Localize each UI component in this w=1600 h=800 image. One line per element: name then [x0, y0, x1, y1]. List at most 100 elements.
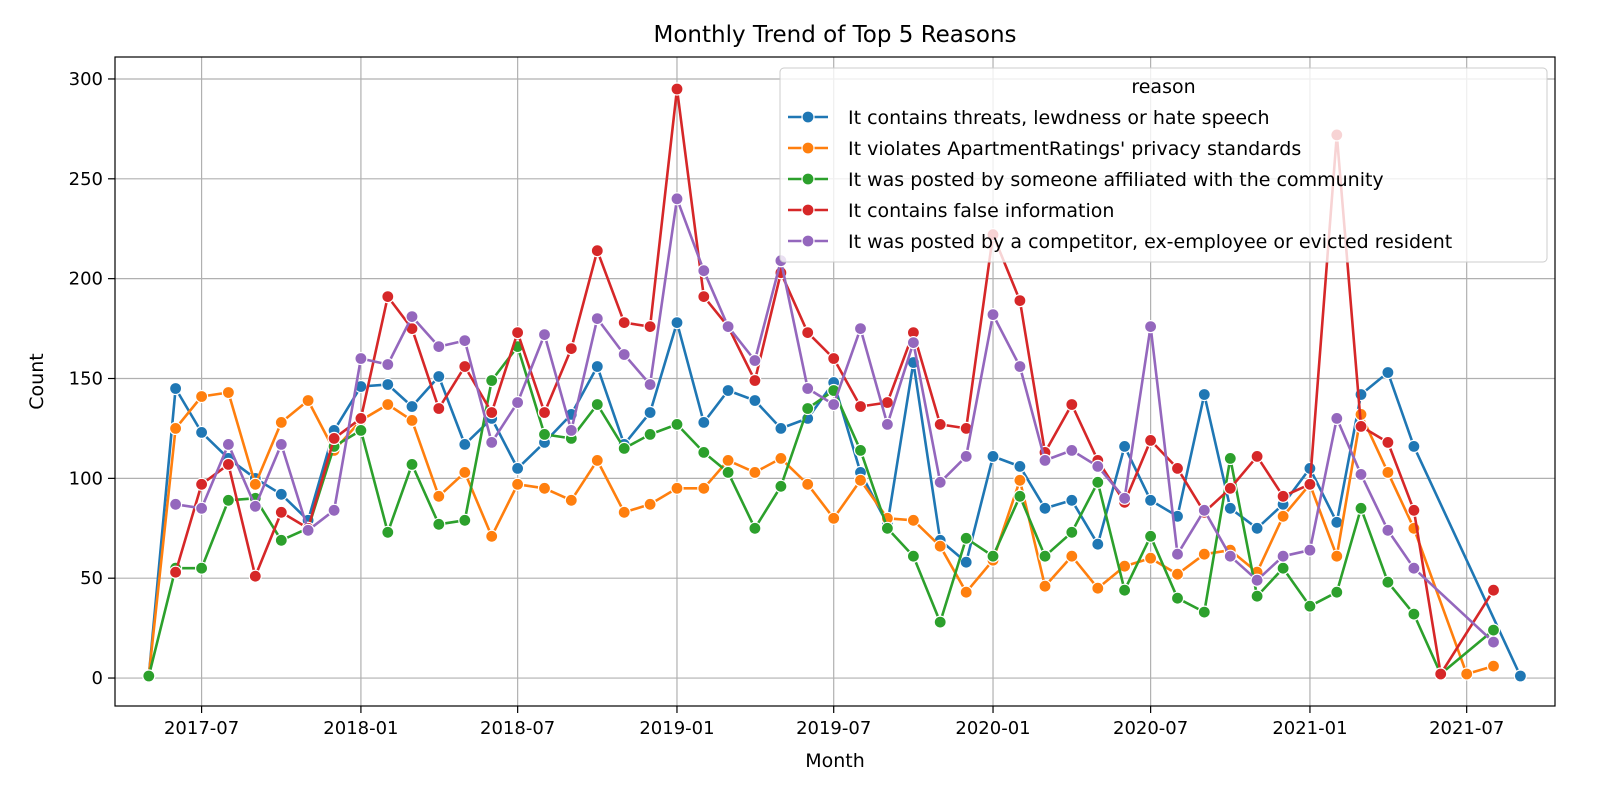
- data-point: [1065, 549, 1079, 563]
- series-line: [174, 87, 1495, 676]
- data-point: [1223, 501, 1237, 515]
- data-point: [405, 310, 419, 324]
- data-point: [1486, 659, 1501, 673]
- data-point: [1091, 475, 1105, 489]
- legend-label: It was posted by someone affiliated with…: [848, 169, 1384, 191]
- data-point: [801, 401, 815, 416]
- data-point: [1407, 561, 1421, 575]
- data-point: [1381, 523, 1395, 537]
- data-point: [933, 475, 947, 489]
- data-point: [1407, 439, 1421, 453]
- data-point: [1407, 607, 1421, 621]
- plot-frame: [114, 56, 1556, 707]
- data-point: [853, 399, 868, 414]
- data-point: [670, 316, 684, 330]
- data-point: [1065, 493, 1079, 507]
- x-tick-label: 2019-07: [796, 718, 871, 739]
- data-point: [221, 437, 235, 451]
- legend-marker: [801, 141, 815, 155]
- data-point: [458, 513, 472, 527]
- data-point: [248, 477, 262, 491]
- data-point: [248, 499, 262, 513]
- legend-label: It violates ApartmentRatings' privacy st…: [848, 138, 1301, 160]
- data-point: [354, 351, 368, 366]
- data-point: [195, 477, 209, 491]
- series-4: [169, 82, 1501, 681]
- data-point: [1197, 387, 1211, 402]
- data-point: [405, 399, 419, 414]
- data-point: [1091, 459, 1105, 473]
- x-tick-label: 2020-07: [1113, 718, 1188, 739]
- data-point: [1330, 585, 1344, 599]
- data-point: [1065, 443, 1079, 457]
- data-point: [458, 359, 472, 374]
- data-point: [1013, 359, 1027, 374]
- data-point: [933, 417, 947, 431]
- data-point: [933, 615, 947, 629]
- legend-item: It contains false information: [788, 200, 1114, 222]
- data-point: [195, 425, 209, 439]
- data-point: [1381, 365, 1395, 380]
- data-point: [248, 569, 262, 583]
- data-point: [1197, 547, 1211, 561]
- data-point: [1330, 411, 1344, 425]
- data-point: [748, 393, 762, 408]
- data-point: [1013, 294, 1027, 308]
- data-point: [986, 449, 1000, 463]
- data-point: [537, 328, 552, 342]
- data-point: [564, 342, 578, 356]
- data-point: [697, 481, 711, 495]
- data-point: [564, 493, 578, 507]
- data-point: [643, 427, 657, 441]
- data-point: [933, 539, 947, 553]
- legend-item: It was posted by a competitor, ex-employ…: [788, 231, 1452, 253]
- data-point: [697, 415, 711, 429]
- data-point: [1223, 549, 1237, 563]
- data-point: [1513, 669, 1528, 683]
- legend-item: It contains threats, lewdness or hate sp…: [788, 107, 1270, 129]
- data-point: [774, 421, 788, 435]
- legend: reason It contains threats, lewdness or …: [779, 67, 1548, 263]
- x-tick-label: 2017-07: [164, 718, 239, 739]
- data-point: [748, 353, 762, 368]
- data-point: [510, 326, 525, 340]
- data-point: [274, 437, 288, 451]
- data-point: [1170, 547, 1185, 561]
- data-point: [1038, 453, 1052, 467]
- data-point: [458, 465, 472, 479]
- data-point: [853, 322, 868, 336]
- data-point: [354, 423, 368, 437]
- data-point: [327, 503, 341, 517]
- data-point: [643, 320, 657, 334]
- data-point: [274, 415, 288, 429]
- data-point: [906, 549, 921, 563]
- y-tick-label: 150: [69, 369, 103, 390]
- data-point: [1330, 549, 1344, 563]
- data-point: [827, 511, 841, 525]
- data-point: [458, 437, 472, 451]
- data-point: [381, 290, 395, 304]
- data-point: [485, 405, 499, 420]
- data-point: [485, 373, 499, 388]
- data-point: [774, 451, 788, 465]
- data-point: [1013, 459, 1027, 473]
- data-point: [1250, 521, 1264, 535]
- data-point: [853, 473, 868, 487]
- data-point: [1354, 467, 1368, 481]
- data-point: [1303, 543, 1317, 557]
- data-point: [801, 477, 815, 491]
- x-tick-label: 2021-07: [1429, 718, 1504, 739]
- data-point: [381, 357, 395, 372]
- legend-marker: [801, 172, 815, 186]
- data-point: [221, 493, 235, 507]
- data-point: [1276, 509, 1290, 523]
- series-5: [169, 192, 1501, 649]
- data-point: [721, 465, 735, 479]
- legend-item: It violates ApartmentRatings' privacy st…: [788, 138, 1301, 160]
- data-point: [697, 445, 711, 459]
- data-point: [643, 377, 657, 392]
- data-point: [748, 465, 762, 479]
- data-point: [432, 489, 446, 503]
- data-point: [327, 431, 341, 445]
- data-point: [590, 397, 604, 412]
